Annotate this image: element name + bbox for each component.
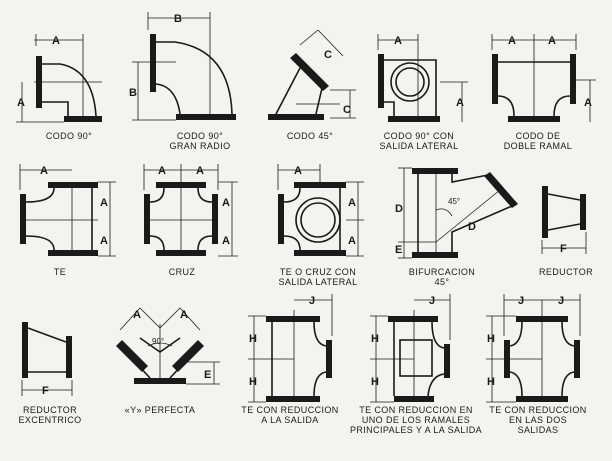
- dim-label: A: [158, 165, 166, 177]
- caption-line: TE CON REDUCCION: [241, 405, 339, 415]
- reductor-drawing: F: [541, 186, 587, 255]
- dim-label: A: [133, 309, 141, 321]
- bifurcacion-drawing: D D E 45°: [395, 167, 518, 259]
- cruz-drawing: A A A A: [143, 164, 238, 257]
- dim-label: H: [249, 376, 257, 388]
- caption-reductor: REDUCTOR: [528, 267, 604, 277]
- caption-line: «Y» PERFECTA: [124, 405, 196, 415]
- caption-line: SALIDA LATERAL: [379, 141, 459, 151]
- dim-label: A: [348, 235, 356, 247]
- caption-line: BIFURCACION: [408, 267, 476, 277]
- caption-cruz: CRUZ: [142, 267, 222, 277]
- caption-te-reduccion-dos-salidas: TE CON REDUCCION EN LAS DOS SALIDAS: [486, 405, 590, 435]
- caption-y-perfecta: «Y» PERFECTA: [118, 405, 202, 415]
- caption-te-reduccion-ramal: TE CON REDUCCION EN UNO DE LOS RAMALES P…: [344, 405, 488, 435]
- caption-line: TE O CRUZ CON: [279, 267, 357, 277]
- caption-codo-doble-ramal: CODO DE DOBLE RAMAL: [490, 131, 586, 151]
- caption-reductor-excentrico: REDUCTOR EXCENTRICO: [6, 405, 94, 425]
- caption-line: CODO 90°: [45, 131, 93, 141]
- dim-label: A: [348, 197, 356, 209]
- angle-label: 45°: [448, 197, 460, 206]
- caption-line: TE: [53, 267, 67, 277]
- caption-line: DOBLE RAMAL: [503, 141, 573, 151]
- dim-label: A: [17, 97, 25, 109]
- te-drawing: A A A: [19, 164, 116, 257]
- dim-label: E: [395, 244, 402, 256]
- dim-label: A: [222, 235, 230, 247]
- dim-label: A: [508, 35, 516, 47]
- caption-codo-90: CODO 90°: [28, 131, 110, 141]
- dim-label: A: [52, 35, 60, 47]
- te-reduccion-ramal-drawing: J H H: [370, 294, 451, 403]
- caption-line: UNO DE LOS RAMALES: [361, 415, 471, 425]
- dim-label: B: [174, 13, 182, 25]
- te-cruz-salida-lateral-drawing: A A A: [277, 164, 364, 257]
- caption-codo-90-gran-radio: CODO 90° GRAN RADIO: [150, 131, 250, 151]
- caption-codo-90-salida-lateral: CODO 90° CON SALIDA LATERAL: [364, 131, 474, 151]
- dim-label: B: [129, 87, 137, 99]
- dim-label: A: [100, 197, 108, 209]
- dim-label: A: [40, 165, 48, 177]
- dim-label: A: [180, 309, 188, 321]
- caption-line: REDUCTOR: [22, 405, 78, 415]
- dim-label: A: [294, 165, 302, 177]
- codo-90-salida-lateral-drawing: A A: [377, 34, 468, 122]
- dim-label: D: [468, 221, 476, 233]
- te-reduccion-dos-salidas-drawing: J J H H: [486, 294, 581, 403]
- caption-te-reduccion-salida: TE CON REDUCCION A LA SALIDA: [234, 405, 346, 425]
- dim-label: A: [196, 165, 204, 177]
- codo-doble-ramal-drawing: A A A: [491, 34, 596, 122]
- caption-codo-45: CODO 45°: [270, 131, 350, 141]
- dim-label: C: [343, 104, 351, 116]
- caption-te-cruz-salida-lateral: TE O CRUZ CON SALIDA LATERAL: [266, 267, 370, 287]
- dim-label: H: [371, 333, 379, 345]
- caption-te: TE: [20, 267, 100, 277]
- caption-line: GRAN RADIO: [169, 141, 231, 151]
- dim-label: J: [558, 295, 564, 307]
- caption-line: CODO DE: [515, 131, 561, 141]
- caption-line: TE CON REDUCCION EN: [359, 405, 473, 415]
- dim-label: J: [429, 295, 435, 307]
- caption-line: SALIDAS: [517, 425, 559, 435]
- dim-label: F: [560, 243, 567, 255]
- caption-line: CODO 90° CON: [383, 131, 455, 141]
- y-perfecta-drawing: A A E 90°: [116, 307, 220, 385]
- dim-label: A: [456, 97, 464, 109]
- caption-line: 45°: [434, 277, 450, 287]
- codo-90-gran-radio-drawing: B B: [129, 12, 236, 121]
- codo-90-drawing: A A: [16, 34, 102, 123]
- caption-line: CRUZ: [168, 267, 196, 277]
- dim-label: J: [518, 295, 524, 307]
- caption-line: TE CON REDUCCION: [489, 405, 587, 415]
- dim-label: F: [42, 385, 49, 397]
- dim-label: C: [324, 49, 332, 61]
- dim-label: D: [395, 203, 403, 215]
- dim-label: A: [584, 97, 592, 109]
- te-reduccion-salida-drawing: J H H: [248, 294, 333, 403]
- dim-label: H: [249, 333, 257, 345]
- dim-label: H: [487, 333, 495, 345]
- codo-45-drawing: C C: [268, 29, 356, 120]
- dim-label: H: [371, 376, 379, 388]
- dim-label: A: [100, 235, 108, 247]
- dim-label: J: [309, 295, 315, 307]
- reductor-excentrico-drawing: F: [21, 322, 73, 397]
- caption-line: A LA SALIDA: [261, 415, 319, 425]
- dim-label: A: [548, 35, 556, 47]
- dim-label: A: [222, 197, 230, 209]
- caption-line: EXCENTRICO: [18, 415, 82, 425]
- caption-line: PRINCIPALES Y A LA SALIDA: [349, 425, 483, 435]
- caption-line: CODO 45°: [286, 131, 334, 141]
- caption-bifurcacion: BIFURCACION 45°: [394, 267, 490, 287]
- dim-label: A: [394, 35, 402, 47]
- caption-line: SALIDA LATERAL: [278, 277, 358, 287]
- dim-label: E: [204, 369, 211, 381]
- caption-line: EN LAS DOS: [508, 415, 568, 425]
- caption-line: REDUCTOR: [538, 267, 594, 277]
- angle-label: 90°: [152, 337, 164, 346]
- dim-label: H: [487, 376, 495, 388]
- caption-line: CODO 90°: [176, 131, 224, 141]
